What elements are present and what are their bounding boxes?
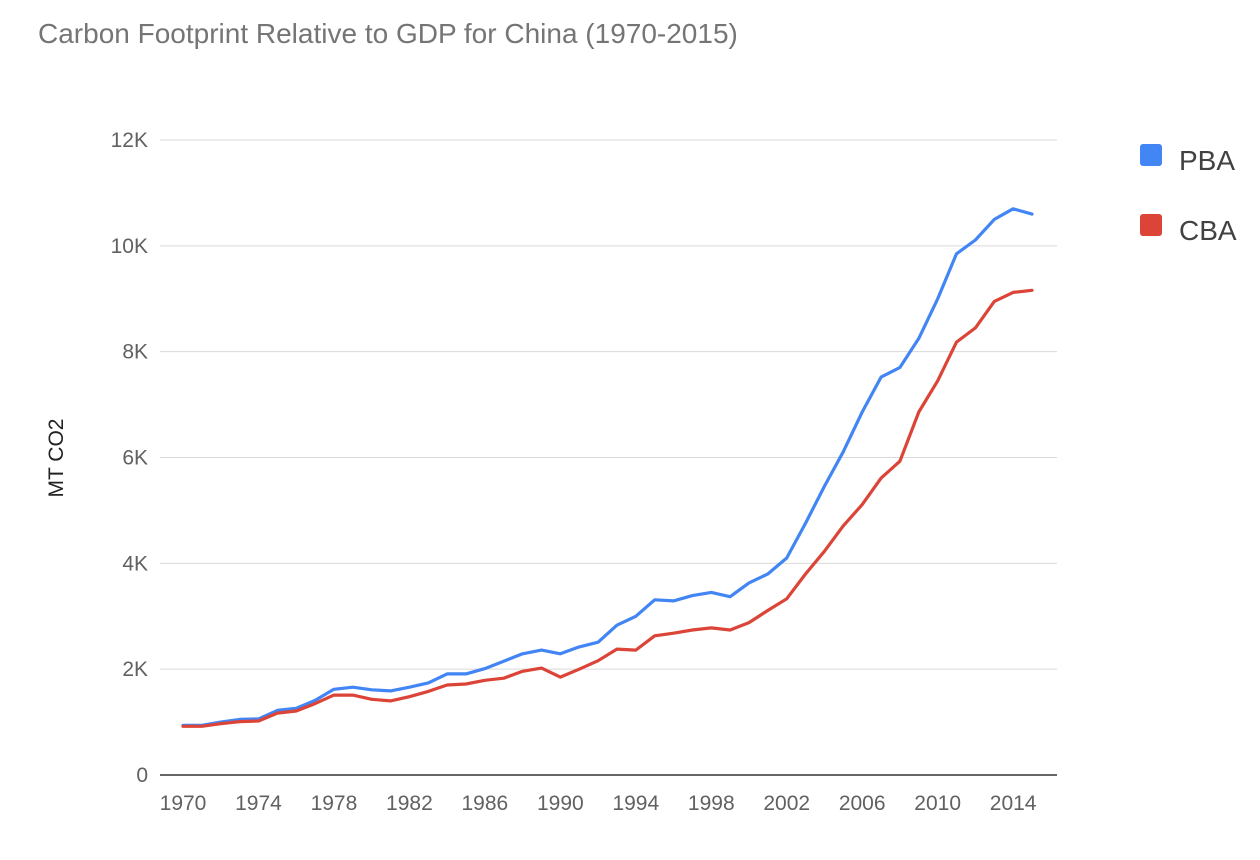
x-tick-label: 1998	[688, 792, 735, 815]
legend-label-cba: CBA	[1179, 215, 1237, 246]
gridlines	[160, 139, 1057, 670]
y-tick-label: 0	[136, 764, 148, 787]
series-line-pba	[181, 207, 1034, 727]
legend-swatch-pba	[1140, 144, 1162, 166]
legend-label-pba: PBA	[1179, 145, 1235, 176]
series-line-cba	[181, 288, 1034, 728]
x-tick-label: 1978	[311, 792, 358, 815]
y-tick-label: 4K	[122, 552, 148, 575]
y-tick-label: 10K	[111, 235, 148, 258]
x-tick-label: 2002	[763, 792, 810, 815]
x-tick-label: 1974	[235, 792, 282, 815]
series-lines	[181, 207, 1034, 728]
x-tick-label: 1994	[612, 792, 659, 815]
y-tick-label: 12K	[111, 129, 148, 152]
chart-title: Carbon Footprint Relative to GDP for Chi…	[38, 18, 738, 49]
x-tick-label: 2014	[990, 792, 1037, 815]
y-tick-label: 8K	[122, 341, 148, 364]
legend-swatch-cba	[1140, 214, 1162, 236]
y-tick-label: 2K	[122, 658, 148, 681]
x-tick-label: 1990	[537, 792, 584, 815]
x-tick-label: 1982	[386, 792, 433, 815]
x-tick-label: 1970	[160, 792, 207, 815]
x-tick-label: 1986	[462, 792, 509, 815]
x-tick-label: 2006	[839, 792, 886, 815]
y-axis-title: MT CO2	[45, 419, 68, 498]
x-axis-ticks: 1970 1974 1978 1982 1986 1990 1994 1998 2002 2006…	[160, 792, 1037, 815]
y-tick-label: 6K	[122, 447, 148, 470]
x-tick-label: 2010	[914, 792, 961, 815]
y-axis-ticks: 0 2K 4K 6K 8K 10K 12K	[111, 129, 148, 787]
legend: PBA CBA	[1140, 144, 1237, 246]
